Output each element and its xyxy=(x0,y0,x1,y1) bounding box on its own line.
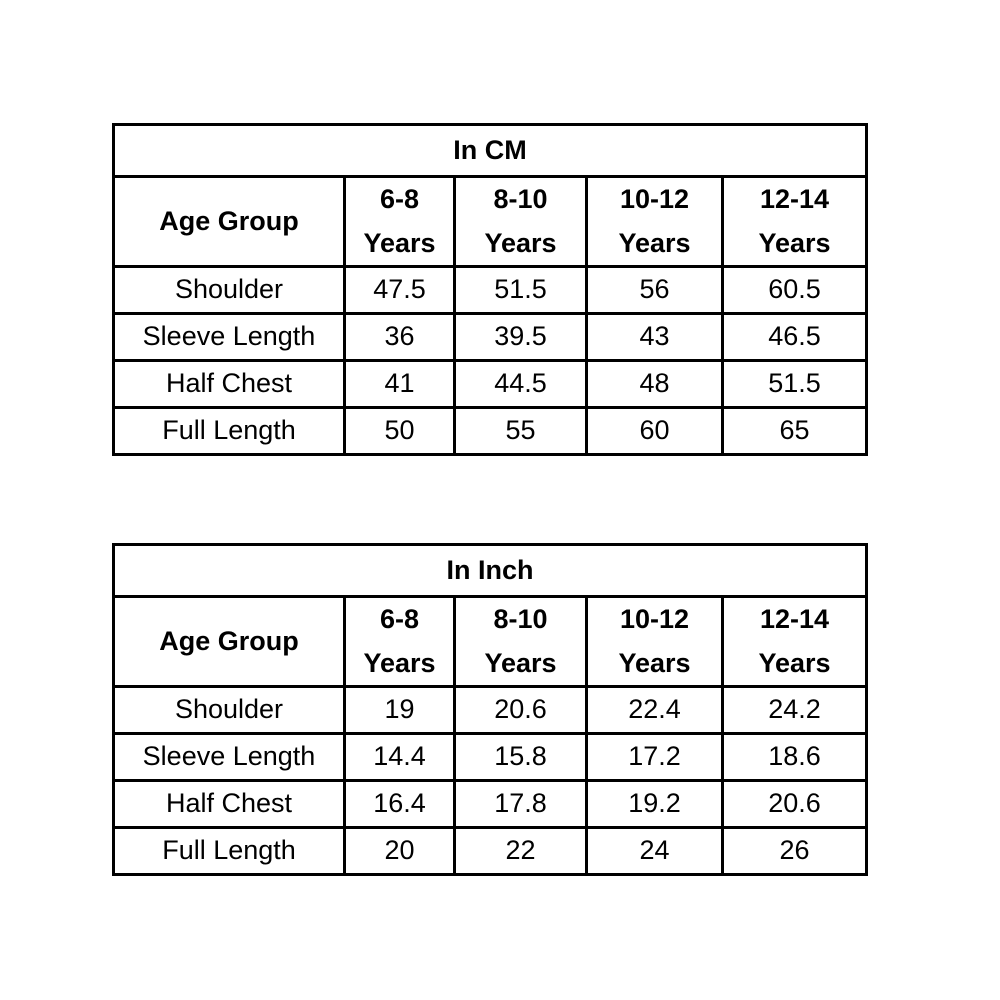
cell-value: 14.4 xyxy=(343,732,456,782)
cell-value: 15.8 xyxy=(453,732,588,782)
table-title-cm: In CM xyxy=(111,123,869,178)
table-row-half-chest: Half Chest 16.4 17.8 19.2 20.6 xyxy=(112,779,868,829)
table-row-sleeve-length: Sleeve Length 36 39.5 43 46.5 xyxy=(112,312,869,362)
row-label: Sleeve Length xyxy=(112,732,346,782)
cell-value: 20.6 xyxy=(453,685,588,735)
table-row-half-chest: Half Chest 41 44.5 48 51.5 xyxy=(112,359,869,409)
col-header-12-14: 12-14 Years xyxy=(720,175,869,268)
cell-value: 44.5 xyxy=(453,359,588,409)
cell-value: 48 xyxy=(585,359,724,409)
table-title-row: In Inch xyxy=(112,543,868,598)
col-header-10-12: 10-12 Years xyxy=(585,595,724,688)
cell-value: 20 xyxy=(343,826,456,876)
col-header-6-8: 6-8 Years xyxy=(343,595,456,688)
cell-value: 41 xyxy=(343,359,456,409)
cell-value: 19.2 xyxy=(585,779,724,829)
cell-value: 60 xyxy=(585,406,724,456)
cell-value: 39.5 xyxy=(453,312,588,362)
cell-value: 43 xyxy=(585,312,724,362)
row-label: Half Chest xyxy=(112,359,346,409)
cell-value: 56 xyxy=(585,265,724,315)
cell-value: 50 xyxy=(343,406,456,456)
cell-value: 22 xyxy=(453,826,588,876)
table-row-sleeve-length: Sleeve Length 14.4 15.8 17.2 18.6 xyxy=(112,732,868,782)
cell-value: 16.4 xyxy=(343,779,456,829)
table-row-shoulder: Shoulder 47.5 51.5 56 60.5 xyxy=(112,265,869,315)
col-header-6-8: 6-8 Years xyxy=(343,175,456,268)
col-header-8-10: 8-10 Years xyxy=(453,175,588,268)
cell-value: 36 xyxy=(343,312,456,362)
cell-value: 60.5 xyxy=(720,265,869,315)
table-header-row: Age Group 6-8 Years 8-10 Years 10-12 Yea… xyxy=(112,595,868,688)
row-label: Full Length xyxy=(112,406,346,456)
table-title-inch: In Inch xyxy=(112,543,868,598)
age-group-header: Age Group xyxy=(112,175,346,268)
cell-value: 47.5 xyxy=(343,265,456,315)
row-label: Full Length xyxy=(112,826,346,876)
table-row-full-length: Full Length 20 22 24 26 xyxy=(112,826,868,876)
cell-value: 19 xyxy=(343,685,456,735)
row-label: Sleeve Length xyxy=(112,312,346,362)
table-header-row: Age Group 6-8 Years 8-10 Years 10-12 Yea… xyxy=(112,175,869,268)
cell-value: 65 xyxy=(720,406,869,456)
cell-value: 18.6 xyxy=(721,732,868,782)
cell-value: 22.4 xyxy=(585,685,724,735)
cell-value: 17.2 xyxy=(585,732,724,782)
cell-value: 55 xyxy=(453,406,588,456)
table-title-row: In CM xyxy=(111,123,869,178)
size-table-cm: In CM Age Group 6-8 Years 8-10 Years 10-… xyxy=(111,123,869,456)
cell-value: 46.5 xyxy=(720,312,869,362)
cell-value: 26 xyxy=(721,826,868,876)
size-table-inch: In Inch Age Group 6-8 Years 8-10 Years 1… xyxy=(112,543,868,876)
col-header-12-14: 12-14 Years xyxy=(721,595,868,688)
cell-value: 51.5 xyxy=(453,265,588,315)
row-label: Half Chest xyxy=(112,779,346,829)
age-group-header: Age Group xyxy=(112,595,346,688)
cell-value: 24.2 xyxy=(721,685,868,735)
cell-value: 17.8 xyxy=(453,779,588,829)
row-label: Shoulder xyxy=(112,265,346,315)
table-row-full-length: Full Length 50 55 60 65 xyxy=(112,406,869,456)
table-row-shoulder: Shoulder 19 20.6 22.4 24.2 xyxy=(112,685,868,735)
row-label: Shoulder xyxy=(112,685,346,735)
col-header-10-12: 10-12 Years xyxy=(585,175,724,268)
cell-value: 20.6 xyxy=(721,779,868,829)
cell-value: 24 xyxy=(585,826,724,876)
cell-value: 51.5 xyxy=(720,359,869,409)
col-header-8-10: 8-10 Years xyxy=(453,595,588,688)
